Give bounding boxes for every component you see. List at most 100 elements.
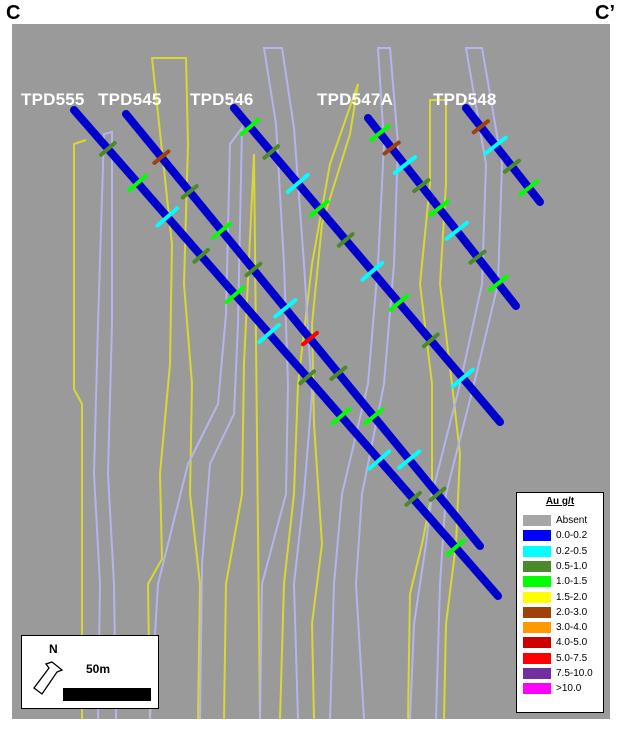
grade-interval bbox=[336, 232, 355, 248]
grade-interval bbox=[392, 155, 418, 175]
drill-holes bbox=[70, 104, 544, 600]
scale-label: 50m bbox=[86, 662, 111, 676]
legend-item: 1.5-2.0 bbox=[523, 591, 603, 605]
legend-label: Absent bbox=[556, 515, 588, 526]
grade-interval bbox=[301, 330, 319, 347]
grade-interval bbox=[192, 247, 210, 264]
grade-interval bbox=[428, 199, 450, 217]
lavender-trace bbox=[329, 47, 400, 719]
legend-label: 2.0-3.0 bbox=[556, 606, 588, 618]
grade-interval bbox=[99, 141, 117, 157]
grade-interval bbox=[244, 261, 263, 278]
hole-label-tpd545: TPD545 bbox=[98, 90, 162, 109]
legend-title: Au g/t bbox=[545, 496, 575, 507]
grade-interval bbox=[397, 449, 422, 470]
drill-hole-trace bbox=[70, 106, 502, 600]
legend-item: 0.2-0.5 bbox=[523, 545, 603, 559]
cross-section-drawing bbox=[70, 47, 544, 719]
legend-label: >10.0 bbox=[556, 683, 582, 695]
grade-interval bbox=[450, 367, 475, 389]
grade-interval bbox=[363, 407, 385, 426]
legend-item: 7.5-10.0 bbox=[523, 668, 603, 681]
legend-label: 4.0-5.0 bbox=[556, 637, 588, 649]
lavender-trace bbox=[149, 124, 244, 719]
grade-interval bbox=[308, 199, 330, 218]
legend-item: 0.5-1.0 bbox=[523, 560, 603, 574]
legend-item: 2.0-3.0 bbox=[523, 606, 603, 620]
hole-label-tpd546: TPD546 bbox=[190, 90, 254, 109]
scale-box: N 50m bbox=[21, 635, 159, 709]
legend-label: 1.0-1.5 bbox=[556, 576, 588, 588]
legend-label: 3.0-4.0 bbox=[556, 622, 588, 634]
grade-interval bbox=[444, 220, 469, 241]
hole-label-tpd548: TPD548 bbox=[433, 90, 497, 109]
cross-section-panel: TPD555 TPD545 TPD546 TPD547A TPD548 bbox=[12, 24, 610, 719]
legend-item: 0.0-0.2 bbox=[523, 530, 603, 543]
grade-interval bbox=[369, 124, 391, 142]
grade-interval bbox=[502, 158, 521, 174]
grade-interval bbox=[155, 206, 180, 228]
drill-hole-trace bbox=[122, 110, 484, 550]
grade-legend: Au g/t Absent 0.0-0.2 0.2-0.5 0.5-1.0 1.0-1.… bbox=[516, 492, 604, 713]
yellow-trace bbox=[407, 99, 462, 719]
section-start-label: C bbox=[6, 2, 21, 24]
structure-traces bbox=[73, 47, 504, 719]
grade-interval bbox=[422, 332, 440, 349]
grade-interval bbox=[483, 135, 508, 156]
yellow-trace bbox=[73, 139, 87, 719]
grade-interval bbox=[360, 260, 385, 282]
hole-label-tpd555: TPD555 bbox=[21, 90, 85, 109]
north-label: N bbox=[49, 642, 58, 656]
yellow-trace bbox=[223, 153, 261, 719]
grade-interval bbox=[471, 119, 490, 135]
lavender-trace bbox=[92, 130, 117, 719]
grade-interval bbox=[330, 406, 352, 426]
lavender-trace bbox=[409, 47, 504, 719]
legend-label: 0.2-0.5 bbox=[556, 545, 588, 557]
section-end-label: C’ bbox=[595, 2, 615, 24]
legend-swatch bbox=[523, 515, 551, 526]
grade-interval bbox=[152, 149, 171, 165]
grade-interval bbox=[518, 179, 540, 197]
grade-interval bbox=[262, 144, 281, 160]
legend-item: 5.0-7.5 bbox=[523, 652, 603, 666]
legend-swatch bbox=[523, 637, 551, 649]
north-arrow-icon bbox=[33, 661, 64, 695]
yellow-trace bbox=[279, 83, 359, 719]
grade-interval bbox=[445, 538, 466, 557]
grade-interval bbox=[487, 274, 509, 293]
legend-item: 1.0-1.5 bbox=[523, 576, 603, 589]
grade-interval bbox=[367, 449, 392, 471]
scale-bar bbox=[63, 688, 151, 701]
legend-swatch bbox=[523, 683, 551, 695]
legend-swatch bbox=[523, 560, 551, 572]
grade-interval bbox=[180, 184, 199, 200]
legend-swatch bbox=[523, 545, 551, 557]
legend-swatch bbox=[523, 606, 551, 618]
legend-label: 5.0-7.5 bbox=[556, 652, 588, 664]
grade-interval bbox=[468, 249, 487, 265]
grade-interval bbox=[257, 323, 281, 345]
legend-swatch bbox=[523, 652, 551, 664]
legend-label: 0.0-0.2 bbox=[556, 530, 588, 542]
grade-interval bbox=[298, 369, 316, 386]
grade-interval bbox=[404, 490, 422, 507]
grade-interval bbox=[285, 173, 310, 194]
legend-swatch bbox=[523, 591, 551, 603]
grade-interval bbox=[382, 140, 401, 156]
legend-item: >10.0 bbox=[523, 683, 603, 696]
grade-interval bbox=[239, 117, 261, 136]
yellow-trace bbox=[146, 57, 202, 719]
legend-swatch bbox=[523, 668, 551, 679]
legend-item: Absent bbox=[523, 515, 603, 528]
legend-item: 4.0-5.0 bbox=[523, 637, 603, 650]
hole-label-tpd547a: TPD547A bbox=[317, 90, 394, 109]
lavender-trace bbox=[259, 47, 314, 719]
drill-hole-trace bbox=[230, 104, 504, 426]
grade-interval bbox=[329, 365, 348, 381]
legend-swatch bbox=[523, 576, 551, 588]
grade-interval bbox=[127, 173, 148, 193]
legend-swatch bbox=[523, 530, 551, 542]
legend-swatch bbox=[523, 622, 551, 634]
grade-interval bbox=[428, 486, 447, 502]
